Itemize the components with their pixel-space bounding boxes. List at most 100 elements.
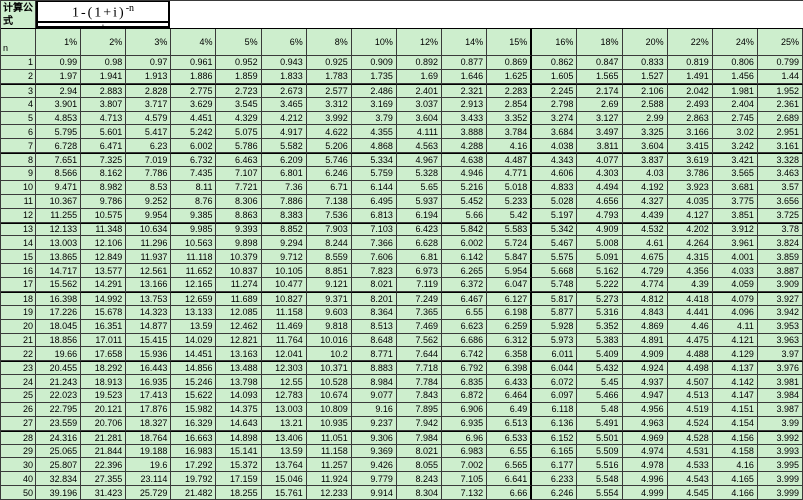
cell[interactable]: 18.327 (126, 416, 172, 431)
cell[interactable]: 5.233 (487, 194, 533, 209)
cell[interactable]: 4.127 (667, 208, 713, 223)
cell[interactable]: 10.105 (261, 264, 307, 278)
cell[interactable]: 32.834 (36, 472, 82, 487)
cell[interactable]: 3.328 (757, 153, 803, 167)
cell[interactable]: 5.417 (126, 125, 172, 140)
cell[interactable]: 9.369 (351, 444, 397, 459)
cell[interactable]: 6.623 (442, 319, 488, 334)
formula-label-cell[interactable]: 计算公式 (1, 1, 36, 28)
cell[interactable]: 15.678 (81, 305, 127, 320)
cell[interactable]: 0.98 (81, 56, 127, 70)
cell[interactable]: 13.133 (171, 305, 217, 320)
cell[interactable]: 10.634 (126, 222, 172, 237)
cell[interactable]: 3.02 (712, 125, 758, 140)
cell[interactable]: 6.935 (442, 416, 488, 431)
cell[interactable]: 20.455 (36, 361, 82, 376)
cell[interactable]: 18.913 (81, 375, 127, 389)
cell[interactable]: 1.859 (216, 69, 262, 84)
row-header-cell[interactable]: 18 (1, 291, 36, 306)
cell[interactable]: 5.075 (216, 125, 262, 140)
column-header[interactable]: 4% (171, 29, 217, 56)
row-header-cell[interactable]: 3 (1, 83, 36, 98)
cell[interactable]: 15.562 (36, 278, 82, 292)
cell[interactable]: 5.575 (532, 250, 578, 265)
cell[interactable]: 4.315 (667, 250, 713, 265)
row-header-cell[interactable]: 16 (1, 264, 36, 278)
cell[interactable]: 6.152 (532, 430, 578, 445)
cell[interactable]: 14.451 (171, 347, 217, 362)
cell[interactable]: 5.842 (442, 222, 488, 237)
cell[interactable]: 3.497 (577, 125, 623, 140)
cell[interactable]: 2.283 (487, 83, 533, 98)
cell[interactable]: 0.869 (487, 56, 533, 70)
column-header[interactable]: 15% (487, 29, 533, 56)
cell[interactable]: 7.107 (216, 167, 262, 181)
cell[interactable]: 8.383 (261, 208, 307, 223)
row-header-cell[interactable]: 28 (1, 430, 36, 445)
cell[interactable]: 3.784 (487, 125, 533, 140)
cell[interactable]: 25.729 (126, 486, 172, 500)
cell[interactable]: 3.807 (81, 97, 127, 112)
cell[interactable]: 3.415 (667, 139, 713, 154)
cell[interactable]: 18.856 (36, 333, 82, 348)
cell[interactable]: 7.536 (306, 208, 352, 223)
cell[interactable]: 5.759 (351, 167, 397, 181)
cell[interactable]: 7.103 (351, 222, 397, 237)
cell[interactable]: 1.735 (351, 69, 397, 84)
cell[interactable]: 13.865 (36, 250, 82, 265)
cell[interactable]: 3.786 (667, 167, 713, 181)
cell[interactable]: 2.951 (757, 125, 803, 140)
cell[interactable]: 7.562 (396, 333, 443, 348)
cell[interactable]: 3.999 (757, 472, 803, 487)
cell[interactable]: 2.361 (757, 97, 803, 112)
cell[interactable]: 4.498 (667, 361, 713, 376)
cell[interactable]: 3.604 (396, 111, 443, 126)
row-header-cell[interactable]: 29 (1, 444, 36, 459)
cell[interactable]: 4.158 (712, 444, 758, 459)
cell[interactable]: 5.501 (577, 430, 623, 445)
row-header-cell[interactable]: 17 (1, 278, 36, 292)
cell[interactable]: 8.021 (351, 278, 397, 292)
cell[interactable]: 4.166 (712, 486, 758, 500)
cell[interactable]: 11.158 (261, 305, 307, 320)
cell[interactable]: 9.385 (171, 208, 217, 223)
cell[interactable]: 4.059 (712, 278, 758, 292)
cell[interactable]: 7.942 (396, 416, 443, 431)
cell[interactable]: 4.033 (712, 264, 758, 278)
cell[interactable]: 13.003 (261, 402, 307, 417)
cell[interactable]: 11.257 (306, 458, 352, 473)
column-header[interactable]: 8% (306, 29, 352, 56)
cell[interactable]: 4.868 (351, 139, 397, 154)
cell[interactable]: 22.023 (36, 389, 82, 403)
cell[interactable]: 14.093 (216, 389, 262, 403)
cell[interactable]: 3.999 (757, 486, 803, 500)
cell[interactable]: 6.372 (442, 278, 488, 292)
cell[interactable]: 4.212 (261, 111, 307, 126)
cell[interactable]: 3.312 (306, 97, 352, 112)
cell[interactable]: 3.78 (757, 222, 803, 237)
row-header-cell[interactable]: 4 (1, 97, 36, 112)
formula-cell[interactable]: 1-(1+i)-n i (36, 1, 170, 34)
cell[interactable]: 6.044 (532, 361, 578, 376)
cell[interactable]: 4.418 (667, 291, 713, 306)
cell[interactable]: 3.912 (712, 222, 758, 237)
cell[interactable]: 3.901 (36, 97, 82, 112)
cell[interactable]: 12.165 (171, 278, 217, 292)
cell[interactable]: 5.206 (306, 139, 352, 154)
row-header-cell[interactable]: 19 (1, 305, 36, 320)
cell[interactable]: 3.79 (351, 111, 397, 126)
cell[interactable]: 22.795 (36, 402, 82, 417)
cell[interactable]: 5.548 (577, 472, 623, 487)
row-header-cell[interactable]: 8 (1, 153, 36, 167)
cell[interactable]: 4.096 (712, 305, 758, 320)
cell[interactable]: 5.973 (532, 333, 578, 348)
cell[interactable]: 14.856 (171, 361, 217, 376)
cell[interactable]: 2.174 (577, 83, 623, 98)
cell[interactable]: 1.941 (81, 69, 127, 84)
cell[interactable]: 2.913 (442, 97, 488, 112)
cell[interactable]: 8.852 (261, 222, 307, 237)
cell[interactable]: 5.342 (532, 222, 578, 237)
cell[interactable]: 6.71 (306, 180, 352, 195)
cell[interactable]: 2.042 (667, 83, 713, 98)
cell[interactable]: 10.371 (306, 361, 352, 376)
